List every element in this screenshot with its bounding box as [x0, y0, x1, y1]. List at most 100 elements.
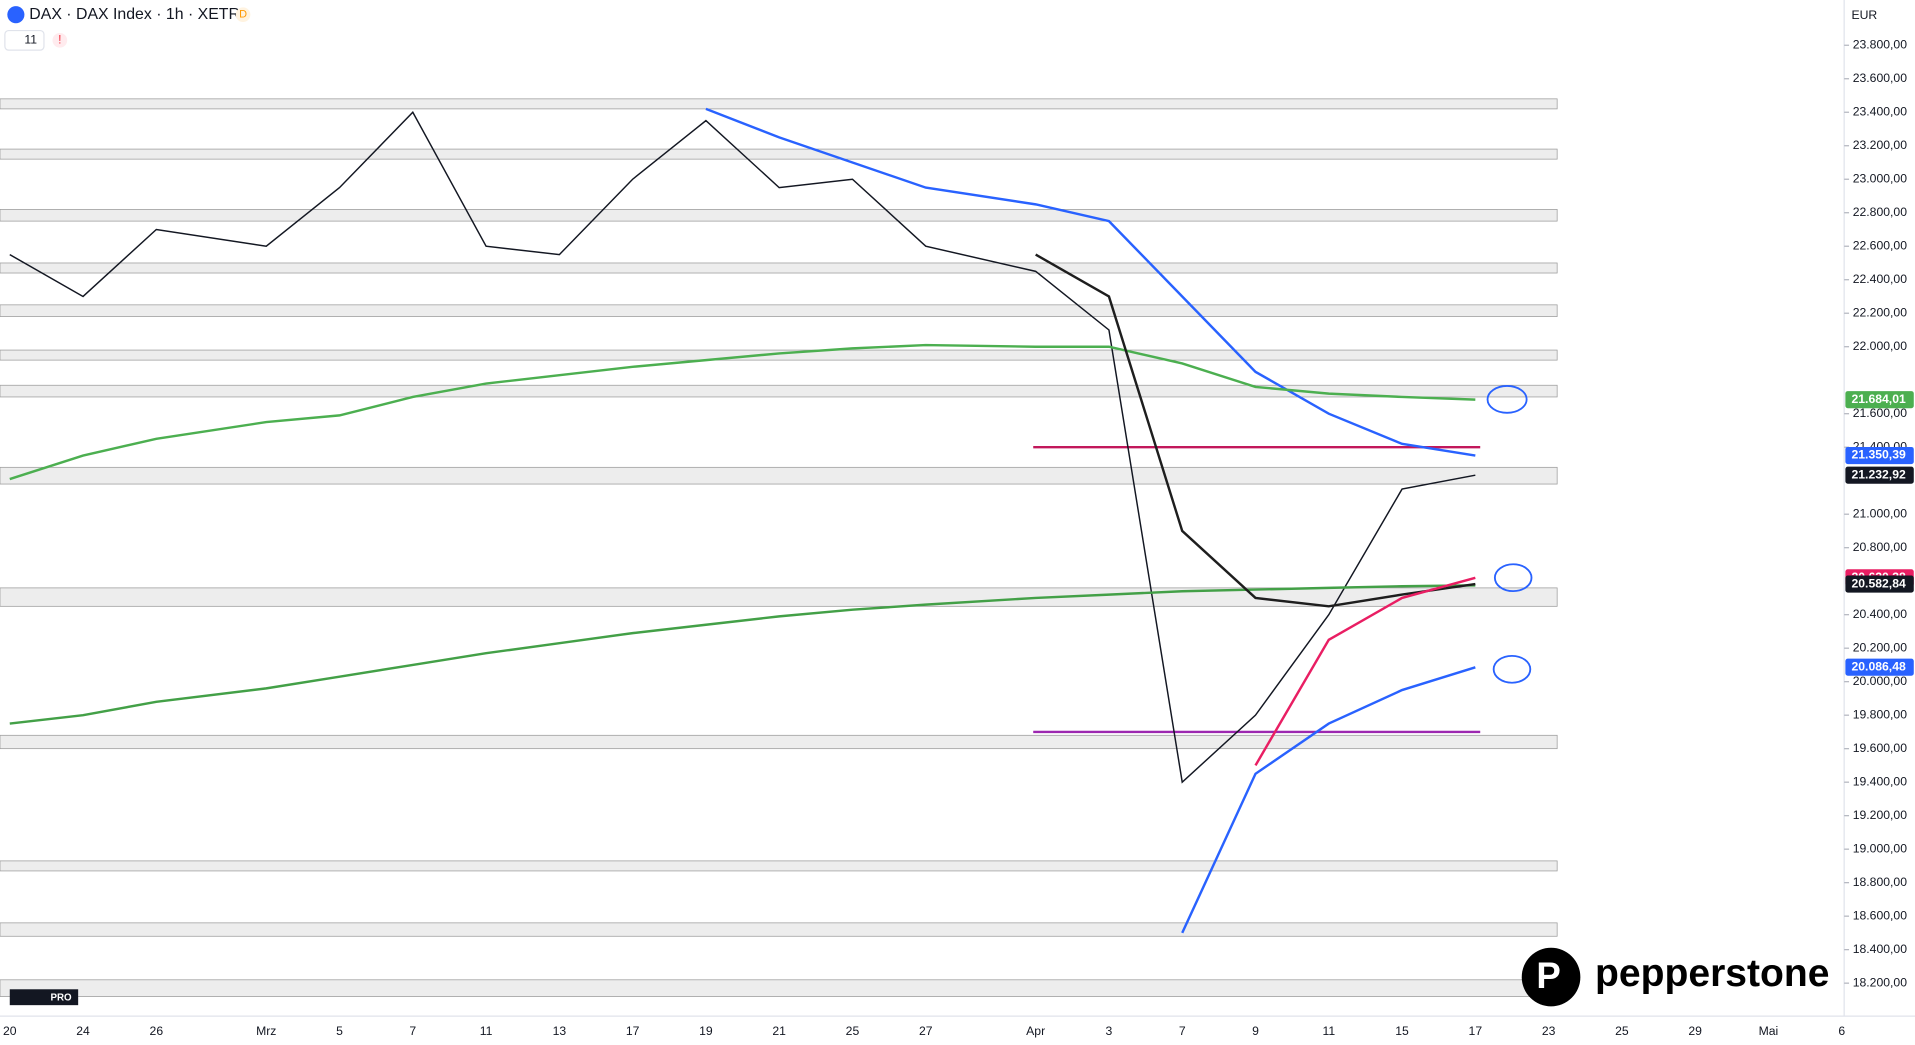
y-tick-label: 19.400,00: [1853, 774, 1908, 788]
x-tick-label: 17: [626, 1024, 640, 1038]
y-tick-label: 19.600,00: [1853, 741, 1908, 755]
x-tick-label: Mai: [1759, 1024, 1779, 1038]
y-tick-label: 18.400,00: [1853, 942, 1908, 956]
x-tick-label: 19: [699, 1024, 713, 1038]
price-label-bg: [1845, 658, 1914, 676]
y-tick-label: 23.400,00: [1853, 104, 1908, 118]
plot-area: 18.200,00 18.400,00 18.600,00 18.800,00 19.0…: [0, 37, 1914, 1038]
badge: D: [239, 9, 247, 21]
y-tick-label: 18.600,00: [1853, 908, 1908, 922]
y-tick-label: 22.400,00: [1853, 272, 1908, 286]
brand-icon: [1521, 947, 1581, 1007]
zone: [0, 587, 1558, 607]
zone: [0, 148, 1558, 160]
tv-logo: [9, 989, 79, 1006]
price-label-bg: [1845, 446, 1914, 465]
indicator-count[interactable]: 11: [24, 33, 37, 47]
zone: [0, 979, 1558, 997]
x-tick-label: 23: [1542, 1024, 1556, 1038]
x-tick-label: 13: [553, 1024, 567, 1038]
x-tick-label: 25: [846, 1024, 860, 1038]
y-tick-label: 19.200,00: [1853, 808, 1908, 822]
y-tick-label: 23.000,00: [1853, 171, 1908, 185]
x-tick-label: 15: [1395, 1024, 1409, 1038]
x-tick-label: 17: [1469, 1024, 1483, 1038]
series-line: [9, 111, 1476, 784]
y-tick-label: 23.200,00: [1853, 138, 1908, 152]
y-tick-label: 19.000,00: [1853, 841, 1908, 855]
x-tick-label: 7: [409, 1024, 416, 1038]
zone: [0, 349, 1558, 361]
zone: [0, 384, 1558, 398]
y-tick-label: 23.800,00: [1853, 37, 1908, 51]
x-tick-label: 11: [1322, 1024, 1335, 1038]
currency[interactable]: EUR: [1851, 8, 1877, 22]
x-tick-label: 27: [919, 1024, 933, 1038]
series-line: [9, 343, 1476, 481]
price-label: 21.350,39: [1851, 448, 1906, 462]
series-line: [9, 584, 1476, 725]
x-tick-label: 29: [1688, 1024, 1702, 1038]
x-tick-label: 7: [1179, 1024, 1186, 1038]
price-label-bg: [1845, 575, 1914, 593]
marker-ellipse: [1486, 385, 1528, 414]
x-tick-label: 21: [772, 1024, 786, 1038]
zone: [0, 304, 1558, 317]
marker-ellipse: [1493, 563, 1533, 593]
series-line: [1035, 253, 1476, 608]
y-tick-label: 22.600,00: [1853, 238, 1908, 252]
zone: [0, 98, 1558, 110]
zone: [0, 262, 1558, 274]
brand-icon-letter: P: [1536, 955, 1560, 996]
series-line: [705, 107, 1476, 457]
badge-bg: [235, 7, 251, 23]
x-tick-label: 9: [1252, 1024, 1259, 1038]
zone: [0, 466, 1558, 485]
y-tick-label: 21.000,00: [1853, 506, 1908, 520]
x-tick-label: Apr: [1026, 1024, 1045, 1038]
x-tick-label: Mrz: [256, 1024, 276, 1038]
symbol-icon: [7, 6, 25, 24]
y-tick-label: 22.000,00: [1853, 339, 1908, 353]
y-tick-label: 23.600,00: [1853, 71, 1908, 85]
zone: [0, 209, 1558, 222]
price-label: 20.582,84: [1851, 576, 1906, 590]
y-tick-label: 20.200,00: [1853, 640, 1908, 654]
price-label-bg: [1845, 466, 1914, 484]
price-label: 21.232,92: [1851, 467, 1906, 481]
y-tick-label: 19.800,00: [1853, 707, 1908, 721]
y-tick-label: 20.800,00: [1853, 540, 1908, 554]
y-tick-label: 21.600,00: [1853, 406, 1908, 420]
brand: pepperstone: [1595, 952, 1830, 995]
x-tick-label: 25: [1615, 1024, 1629, 1038]
x-tick-label: 26: [150, 1024, 164, 1038]
y-tick-label: 22.200,00: [1853, 305, 1908, 319]
zone: [0, 922, 1558, 937]
x-tick-label: 20: [3, 1024, 17, 1038]
alert-bg: [52, 33, 68, 48]
series-line: [1181, 666, 1476, 934]
x-tick-label: 6: [1838, 1024, 1845, 1038]
price-label-bg: [1845, 391, 1914, 409]
x-tick-label: 11: [480, 1024, 493, 1038]
y-tick-label: 20.400,00: [1853, 607, 1908, 621]
marker-ellipse: [1492, 654, 1532, 684]
y-tick-label: 20.000,00: [1853, 674, 1908, 688]
x-tick-label: 3: [1106, 1024, 1113, 1038]
pro-label: PRO: [50, 992, 72, 1003]
zone: [0, 734, 1558, 750]
price-label: 20.086,48: [1851, 659, 1906, 673]
y-tick-label: 18.200,00: [1853, 975, 1908, 989]
price-label: 21.684,01: [1851, 392, 1906, 406]
alert[interactable]: !: [58, 33, 61, 47]
series-line: [1254, 576, 1476, 767]
symbol-title[interactable]: DAX · DAX Index · 1h · XETR: [29, 6, 240, 23]
zone: [0, 860, 1558, 872]
y-tick-label: 18.800,00: [1853, 875, 1908, 889]
x-tick-label: 24: [76, 1024, 90, 1038]
y-tick-label: 22.800,00: [1853, 205, 1908, 219]
x-tick-label: 5: [336, 1024, 343, 1038]
indicator-toggle[interactable]: [4, 29, 45, 51]
